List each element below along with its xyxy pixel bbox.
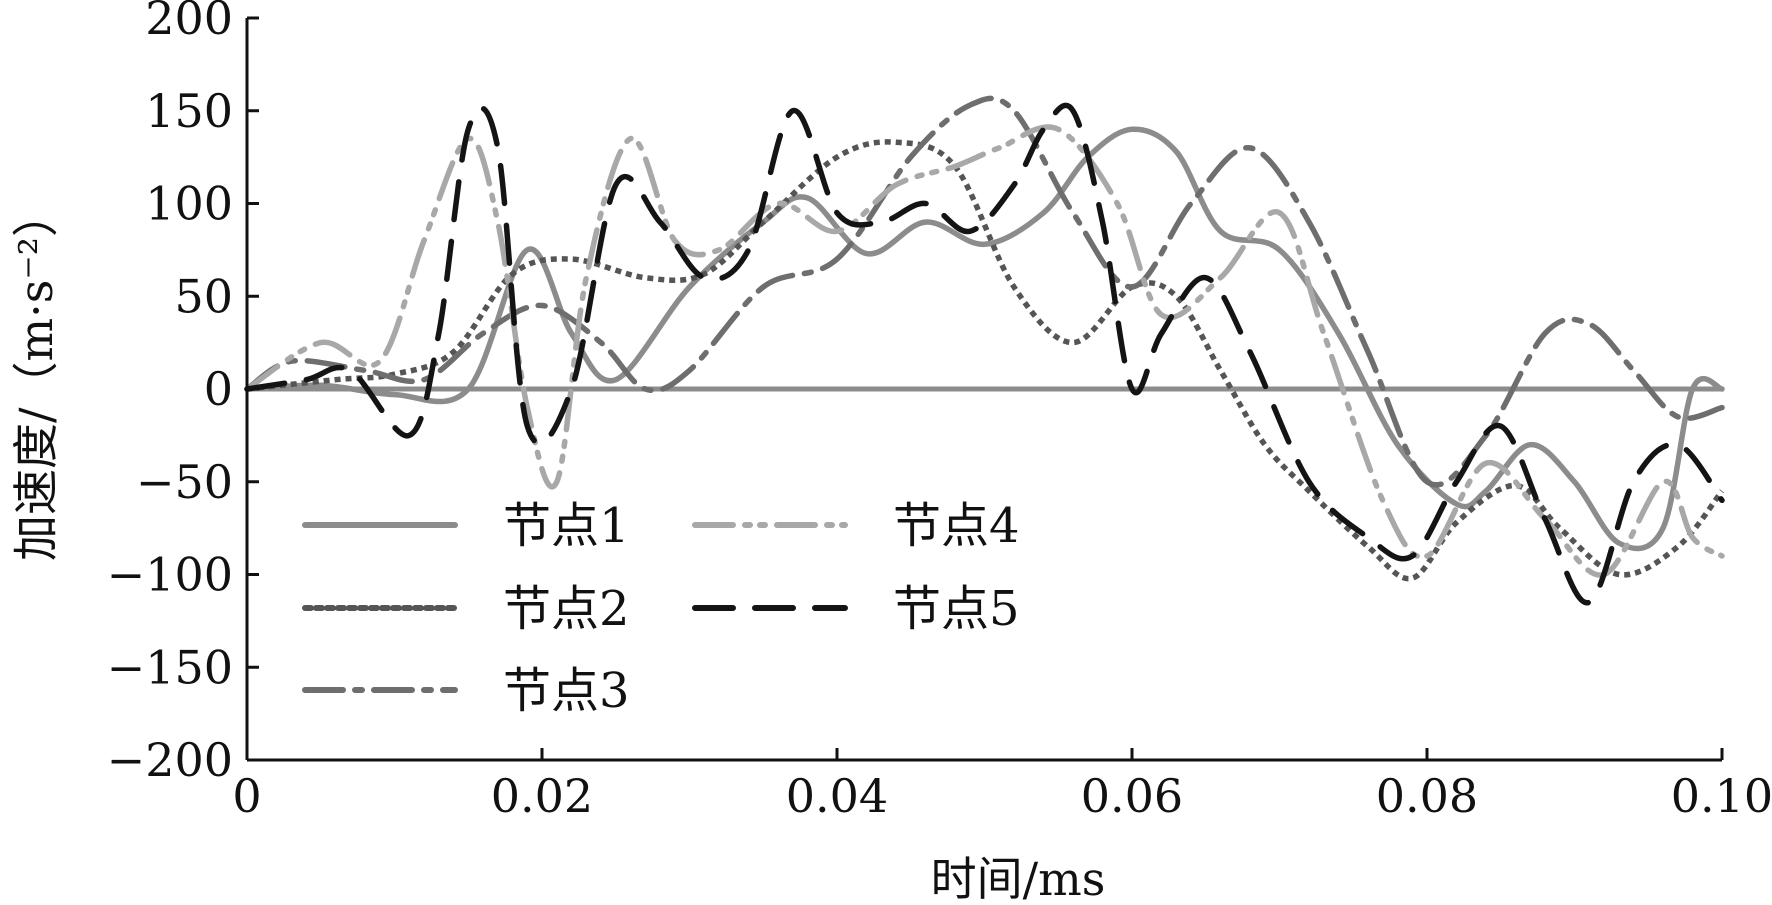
plot-area <box>244 95 1725 606</box>
legend-label-3: 节点3 <box>503 663 630 719</box>
x-tick-label: 0.02 <box>491 769 593 823</box>
legend-label-5: 节点5 <box>893 581 1020 637</box>
legend-label-1: 节点1 <box>503 498 630 554</box>
y-tick-label: 150 <box>145 84 233 138</box>
series-line-1 <box>244 126 1725 552</box>
y-tick-label: −100 <box>107 548 233 602</box>
x-tick-label: 0 <box>232 769 261 823</box>
y-tick-label: 50 <box>174 269 233 323</box>
y-axis-label: 加速度/（m·s⁻²） <box>9 191 63 561</box>
y-tick-label: −200 <box>107 733 233 787</box>
series-line-2 <box>246 139 1725 582</box>
y-tick-label: 200 <box>145 0 233 45</box>
y-tick-label: 0 <box>204 362 233 416</box>
legend: 节点1 节点2 节点3 节点4 节点5 <box>302 498 1020 719</box>
series-line-5 <box>244 102 1725 606</box>
y-tick-label: 100 <box>145 177 233 231</box>
y-axis-ticks: 200 150 100 50 0 −50 −100 −150 −200 <box>107 0 259 787</box>
x-tick-label: 0.08 <box>1376 769 1478 823</box>
x-tick-label: 0.04 <box>786 769 888 823</box>
x-axis-label: 时间/ms <box>931 852 1106 905</box>
x-tick-label: 0.10 <box>1671 769 1772 823</box>
series-line-3 <box>244 95 1725 488</box>
legend-label-2: 节点2 <box>503 581 630 637</box>
series-line-4 <box>244 124 1725 578</box>
x-tick-label: 0.06 <box>1081 769 1183 823</box>
y-tick-label: −50 <box>136 455 233 509</box>
y-tick-label: −150 <box>107 640 233 694</box>
legend-label-4: 节点4 <box>893 498 1020 554</box>
x-axis-ticks: 0 0.02 0.04 0.06 0.08 0.10 <box>232 748 1772 823</box>
